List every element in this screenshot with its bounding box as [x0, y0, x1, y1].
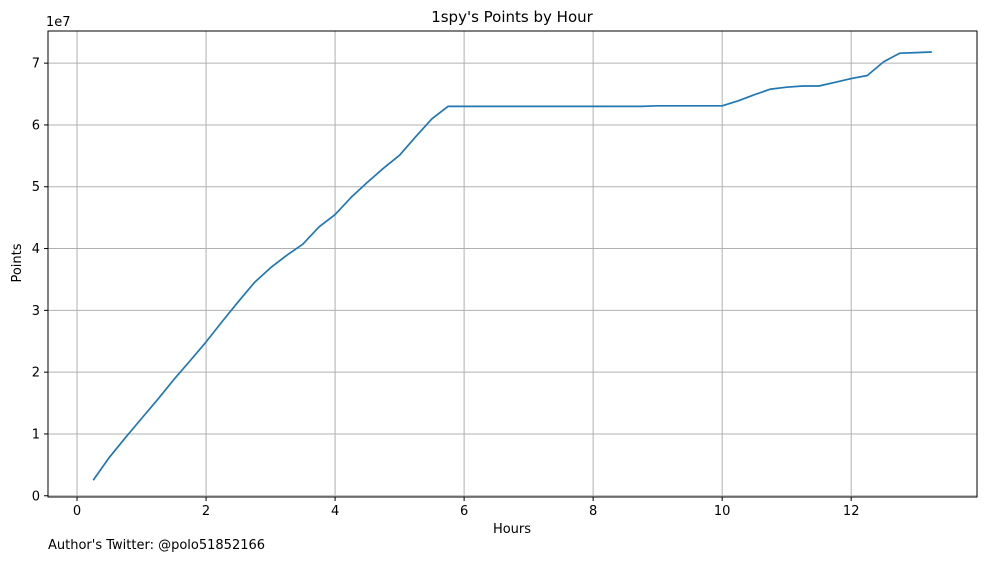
x-tick-label: 10 [714, 504, 731, 519]
y-tick-label: 0 [32, 489, 40, 504]
y-tick-label: 1 [32, 427, 40, 442]
y-tick-label: 7 [32, 57, 40, 72]
series-layer [92, 51, 932, 481]
grid-lines [48, 31, 977, 497]
x-tick-label: 6 [460, 504, 468, 519]
y-tick-label: 5 [32, 180, 40, 195]
y-tick-label: 2 [32, 366, 40, 381]
x-tick-label: 8 [589, 504, 597, 519]
y-axis-offset-label: 1e7 [46, 15, 71, 30]
x-tick-label: 4 [331, 504, 339, 519]
y-axis-label: Points [10, 243, 25, 282]
series-line-points [92, 51, 932, 481]
author-credit: Author's Twitter: @polo51852166 [48, 538, 266, 553]
x-axis-label: Hours [493, 522, 531, 537]
chart-title: 1spy's Points by Hour [431, 8, 593, 26]
x-tick-label: 0 [73, 504, 81, 519]
axes-frame [47, 30, 978, 498]
y-tick-label: 6 [32, 118, 40, 133]
y-tick-label: 4 [32, 242, 40, 257]
x-tick-label: 2 [202, 504, 210, 519]
x-tick-label: 12 [843, 504, 860, 519]
y-tick-label: 3 [32, 304, 40, 319]
